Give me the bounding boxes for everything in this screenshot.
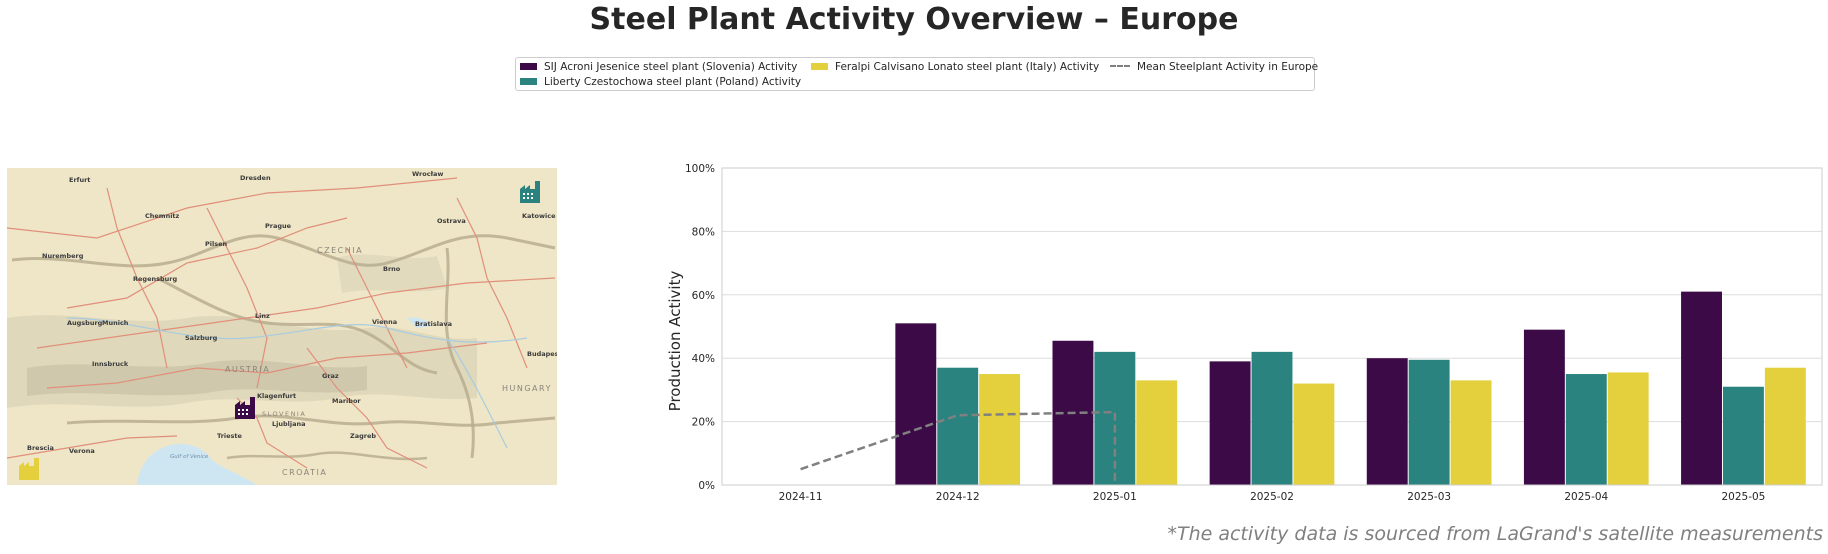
map-label-austria: AUSTRIA: [225, 365, 270, 374]
bar: [1366, 358, 1408, 485]
map-label-munich: Munich: [102, 319, 129, 327]
factory-icon-italy: [19, 458, 39, 480]
map-label-linz: Linz: [255, 312, 270, 320]
bar: [1764, 367, 1806, 485]
legend-item-mean: Mean Steelplant Activity in Europe: [1110, 60, 1318, 74]
bar: [1565, 374, 1607, 485]
x-tick-label: 2024-11: [779, 491, 823, 503]
map-label-slovenia: SLOVENIA: [262, 410, 306, 418]
map-label-croatia: CROATIA: [282, 468, 327, 477]
y-tick-label: 80%: [692, 226, 715, 238]
legend-swatch-poland: [520, 77, 537, 85]
map-label-budapest: Budapest: [527, 350, 557, 358]
legend-label-mean: Mean Steelplant Activity in Europe: [1137, 61, 1319, 73]
map-label-zagreb: Zagreb: [350, 432, 376, 440]
x-tick-label: 2025-04: [1564, 491, 1608, 503]
x-tick-label: 2025-02: [1250, 491, 1294, 503]
map-label-verona: Verona: [69, 447, 95, 455]
y-tick-label: 60%: [692, 290, 715, 302]
map-label-chemnitz: Chemnitz: [145, 212, 180, 220]
bar: [1251, 351, 1293, 485]
bar: [937, 367, 979, 485]
map-label-erfurt: Erfurt: [69, 176, 90, 184]
legend-label-slovenia: SIJ Acroni Jesenice steel plant (Sloveni…: [544, 61, 798, 73]
x-tick-label: 2025-01: [1093, 491, 1137, 503]
legend-label-italy: Feralpi Calvisano Lonato steel plant (It…: [835, 61, 1100, 73]
map-label-innsbruck: Innsbruck: [92, 360, 129, 368]
map-label-ostrava: Ostrava: [437, 217, 466, 225]
legend-dash-mean: [1110, 65, 1130, 67]
bar: [1408, 359, 1450, 485]
map-label-hungary: HUNGARY: [502, 384, 552, 393]
legend-swatch-italy: [811, 62, 828, 70]
legend-item-slovenia: SIJ Acroni Jesenice steel plant (Sloveni…: [520, 60, 797, 74]
map-label-bratislava: Bratislava: [415, 320, 452, 328]
legend-item-italy: Feralpi Calvisano Lonato steel plant (It…: [811, 60, 1099, 74]
y-tick-label: 20%: [692, 417, 715, 429]
map-label-brno: Brno: [383, 265, 401, 273]
map-label-salzburg: Salzburg: [185, 334, 218, 342]
plot-frame: [721, 167, 1823, 486]
bar: [1722, 386, 1764, 485]
map-label-trieste: Trieste: [217, 432, 243, 440]
legend-swatch-slovenia: [520, 62, 537, 70]
bar: [1450, 380, 1492, 485]
legend-label-poland: Liberty Czestochowa steel plant (Poland)…: [544, 76, 802, 88]
map-label-pilsen: Pilsen: [205, 240, 227, 248]
footnote: *The activity data is sourced from LaGra…: [1167, 523, 1823, 545]
bar: [1523, 329, 1565, 485]
map-label-vienna: Vienna: [372, 318, 397, 326]
bar: [979, 374, 1021, 485]
chart-legend: SIJ Acroni Jesenice steel plant (Sloveni…: [515, 57, 1318, 91]
x-tick-label: 2025-03: [1407, 491, 1451, 503]
factory-icon-slovenia: [235, 397, 255, 419]
map-label-dresden: Dresden: [240, 174, 271, 182]
mean-activity-line: [800, 410, 1117, 485]
map-label-regensburg: Regensburg: [133, 275, 177, 283]
bar: [1293, 383, 1335, 485]
y-tick-label: 40%: [692, 353, 715, 365]
bar: [895, 323, 937, 485]
y-tick-label: 100%: [685, 163, 715, 175]
bar: [1607, 372, 1649, 485]
map-label-maribor: Maribor: [332, 397, 361, 405]
map-label-ljubljana: Ljubljana: [272, 420, 306, 428]
map-label-nuremberg: Nuremberg: [42, 252, 84, 260]
map-label-gulf-of-venice: Gulf of Venice: [170, 454, 209, 460]
y-axis-label: Production Activity: [666, 271, 684, 412]
y-tick-label: 0%: [698, 480, 715, 492]
factory-icon-poland: [520, 181, 540, 203]
chart-title: Steel Plant Activity Overview – Europe: [589, 2, 1239, 37]
europe-map: Erfurt Dresden Wrocław Chemnitz Prague N…: [7, 168, 557, 485]
x-tick-label: 2024-12: [936, 491, 980, 503]
map-label-wroclaw: Wrocław: [412, 170, 443, 178]
map-label-brescia: Brescia: [27, 444, 54, 452]
bar: [1681, 291, 1722, 485]
legend-item-poland: Liberty Czestochowa steel plant (Poland)…: [520, 75, 801, 89]
map-label-katowice: Katowice: [522, 212, 556, 220]
map-label-czechia: CZECHIA: [317, 246, 363, 255]
x-tick-label: 2025-05: [1721, 491, 1765, 503]
bar: [1136, 380, 1178, 485]
bar: [1209, 361, 1251, 485]
map-label-klagenfurt: Klagenfurt: [257, 392, 296, 400]
map-label-graz: Graz: [322, 372, 339, 380]
map-label-prague: Prague: [265, 222, 292, 230]
map-label-augsburg: Augsburg: [67, 319, 103, 327]
